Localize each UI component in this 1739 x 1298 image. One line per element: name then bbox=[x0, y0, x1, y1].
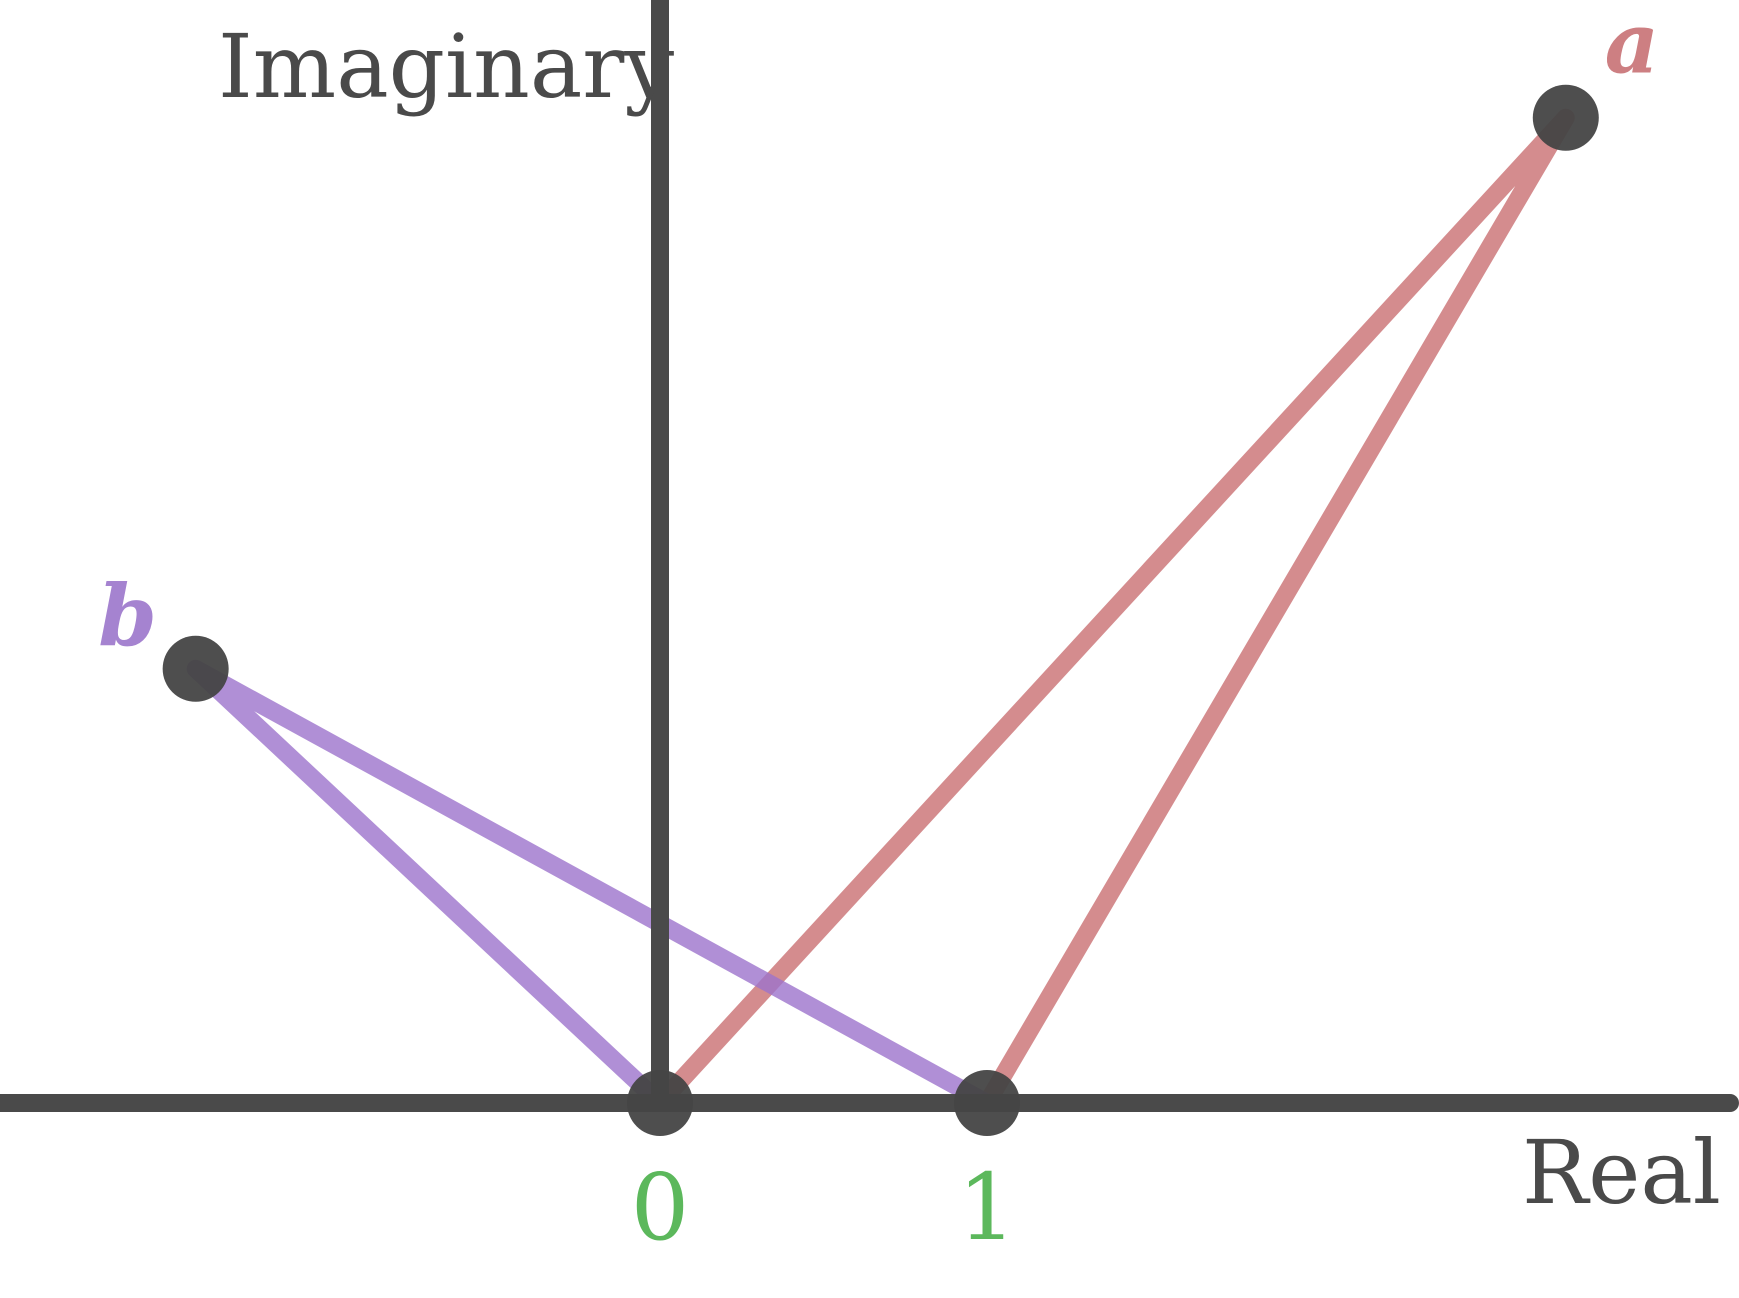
point-b-label: b bbox=[98, 566, 157, 665]
point-one-label: 1 bbox=[958, 1154, 1017, 1261]
point-origin-marker bbox=[627, 1070, 693, 1136]
point-b-marker bbox=[162, 635, 229, 702]
point-a-label: a bbox=[1605, 0, 1659, 93]
point-origin-label: 0 bbox=[631, 1154, 690, 1261]
points-layer bbox=[162, 84, 1599, 1136]
point-a-marker bbox=[1532, 84, 1599, 151]
point-one-marker bbox=[954, 1070, 1020, 1136]
triangle-a bbox=[651, 108, 1575, 1112]
real-axis-label: Real bbox=[1522, 1121, 1721, 1224]
point-labels-layer: 0 1 a b bbox=[98, 0, 1659, 1261]
imaginary-axis-label: Imaginary bbox=[218, 15, 674, 118]
triangles-layer bbox=[186, 108, 1575, 1112]
